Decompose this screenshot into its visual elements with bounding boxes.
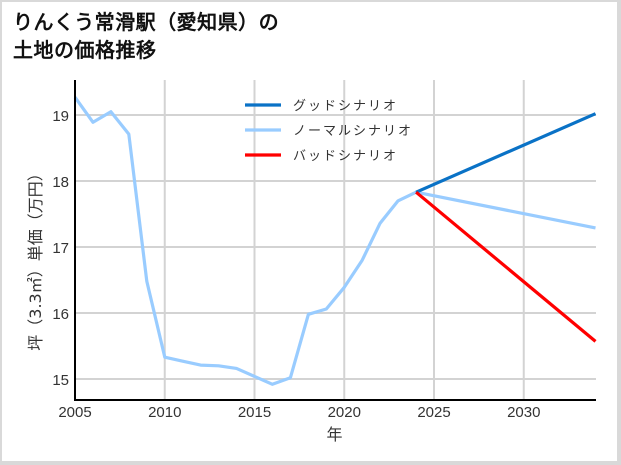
- legend-label: ノーマルシナリオ: [293, 124, 413, 139]
- chart-title-line2: 土地の価格推移: [13, 38, 157, 62]
- y-tick-label: 18: [52, 174, 69, 191]
- axes: [74, 80, 596, 401]
- x-tick-label: 2030: [507, 404, 540, 421]
- x-tick-label: 2020: [328, 404, 361, 421]
- chart-title: りんくう常滑駅（愛知県）の 土地の価格推移: [13, 8, 279, 64]
- x-tick-label: 2025: [417, 404, 450, 421]
- series-line-2: [415, 190, 597, 343]
- chart-frame: [2, 2, 617, 461]
- legend-label: グッドシナリオ: [293, 99, 398, 114]
- legend-label: バッドシナリオ: [293, 149, 398, 164]
- y-axis-label: 坪（3.3㎡）単価（万円）: [26, 165, 45, 350]
- x-tick-label: 2010: [148, 404, 181, 421]
- y-tick-label: 19: [52, 108, 69, 125]
- data-series: [73, 96, 597, 386]
- x-tick-label: 2015: [238, 404, 271, 421]
- series-line-0: [415, 112, 597, 194]
- grid-lines: [75, 80, 596, 400]
- x-tick-label: 2005: [58, 404, 91, 421]
- chart-title-line1: りんくう常滑駅（愛知県）の: [13, 10, 280, 34]
- y-tick-label: 16: [52, 306, 69, 323]
- series-line-1: [73, 96, 596, 386]
- tick-labels: 15 16 17 18 19 2005 2010 2015 2020 2025 2030: [52, 108, 540, 421]
- x-axis-label: 年: [326, 425, 342, 444]
- y-tick-label: 15: [52, 372, 69, 389]
- y-tick-label: 17: [52, 240, 69, 257]
